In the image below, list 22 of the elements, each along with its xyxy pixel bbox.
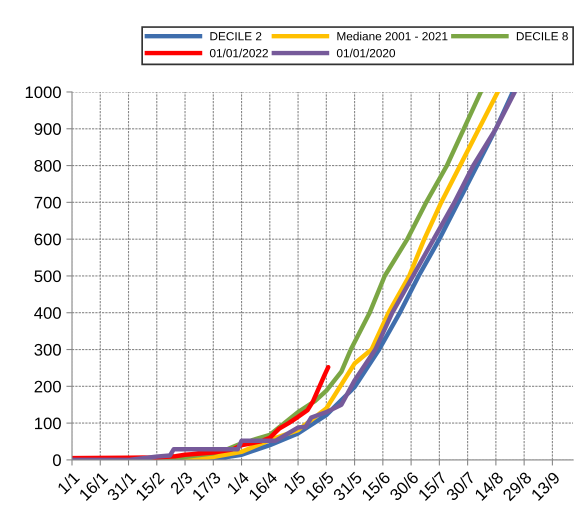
y-tick-label: 400 [34,307,61,319]
x-tick-label: 31/1 [106,470,137,502]
legend-label: DECILE 2 [210,32,262,40]
y-tick-label: 300 [34,344,61,356]
x-tick-label: 1/5 [282,470,306,494]
x-tick-label: 1/4 [226,470,250,494]
x-tick-label: 1/1 [56,470,80,494]
y-tick-label: 900 [34,123,61,135]
y-tick-label: 0 [52,454,61,466]
y-tick-label: 1000 [26,86,61,98]
legend-label: 01/01/2022 [210,48,268,58]
y-tick-label: 100 [35,418,61,430]
legend-label: DECILE 8 [516,32,568,40]
y-tick-label: 800 [34,160,61,172]
y-tick-label: 500 [34,270,61,282]
y-tick-label: 200 [34,380,61,393]
legend-label: Mediane 2001 - 2021 [337,32,448,40]
y-tick-label: 700 [34,196,61,209]
y-tick-label: 600 [34,234,61,246]
x-tick-label: 2/3 [169,470,194,495]
legend-label: 01/01/2020 [336,48,396,58]
x-tick-label: 30/6 [388,470,420,502]
